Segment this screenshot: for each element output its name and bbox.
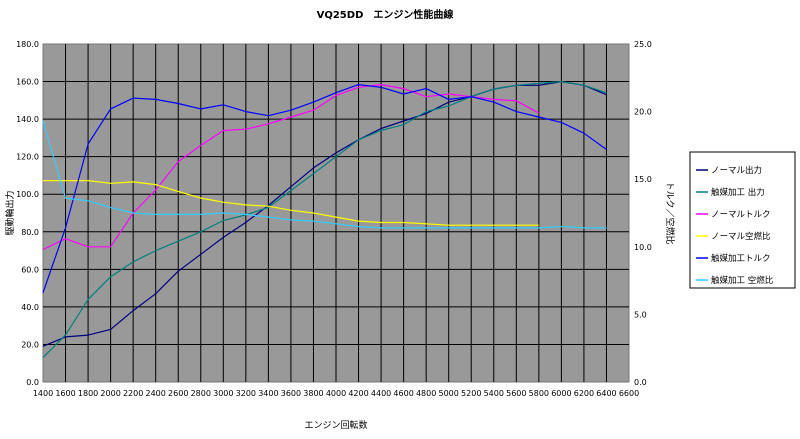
left-y-tick-label: 60.0: [21, 265, 39, 274]
left-y-tick-label: 100.0: [16, 190, 39, 199]
left-axis-label: 駆動輪出力: [4, 190, 16, 235]
x-tick-label: 3200: [236, 389, 256, 398]
series-line-4: [43, 180, 539, 226]
x-tick-label: 3400: [258, 389, 278, 398]
x-tick-label: 4400: [371, 389, 391, 398]
x-tick-label: 4000: [326, 389, 346, 398]
left-y-tick-label: 40.0: [21, 303, 39, 312]
x-tick-label: 3000: [213, 389, 233, 398]
right-axis-label: トルク／空燃比: [664, 181, 676, 244]
series-line-5: [42, 83, 607, 293]
x-tick-label: 4800: [416, 389, 436, 398]
right-y-tick-label: 25.0: [634, 40, 652, 49]
left-y-tick-label: 20.0: [21, 340, 39, 349]
x-tick-label: 1400: [33, 389, 53, 398]
x-tick-label: 2600: [168, 389, 188, 398]
series-line-3: [42, 83, 540, 251]
x-tick-label: 6400: [596, 389, 616, 398]
legend-label: ノーマル空燃比: [711, 231, 771, 242]
legend-label: 触媒加工 空燃比: [711, 275, 773, 286]
series-line-2: [42, 80, 607, 359]
right-y-tick-label: 5.0: [634, 310, 647, 319]
legend-label: ノーマル出力: [711, 165, 762, 176]
series-line-6: [42, 120, 607, 229]
x-tick-label: 4600: [393, 389, 413, 398]
left-y-tick-label: 80.0: [21, 228, 39, 237]
x-tick-label: 6200: [574, 389, 594, 398]
x-tick-label: 2000: [100, 389, 120, 398]
x-tick-label: 5800: [529, 389, 549, 398]
x-tick-label: 6000: [551, 389, 571, 398]
x-tick-label: 2800: [191, 389, 211, 398]
x-tick-label: 1600: [55, 389, 75, 398]
left-y-tick-label: 180.0: [16, 40, 39, 49]
x-tick-label: 2400: [146, 389, 166, 398]
chart-title: VQ25DD エンジン性能曲線: [317, 8, 454, 21]
x-tick-label: 1800: [78, 389, 98, 398]
legend-label: 触媒加工 出力: [711, 187, 765, 198]
x-axis-label: エンジン回転数: [304, 419, 367, 431]
series-lines-layer: [42, 80, 607, 359]
right-y-tick-label: 10.0: [634, 243, 652, 252]
right-y-tick-label: 0.0: [634, 378, 647, 387]
x-tick-label: 2200: [123, 389, 143, 398]
legend-box: [689, 151, 796, 289]
right-y-tick-label: 20.0: [634, 108, 652, 117]
legend-label: ノーマルトルク: [711, 210, 771, 220]
left-y-tick-label: 0.0: [26, 378, 39, 387]
x-tick-label: 5600: [506, 389, 526, 398]
x-tick-label: 3800: [303, 389, 323, 398]
right-y-tick-label: 15.0: [634, 175, 652, 184]
x-tick-label: 3600: [281, 389, 301, 398]
tick-labels-layer: 1400 1600 1800 2000 2200 2400 2600 2800 3000 3200…: [16, 40, 652, 398]
x-tick-label: 6600: [619, 389, 639, 398]
left-y-tick-label: 160.0: [16, 78, 39, 87]
x-tick-label: 5000: [439, 389, 459, 398]
left-y-tick-label: 140.0: [16, 115, 39, 124]
x-tick-label: 5400: [484, 389, 504, 398]
x-tick-label: 4200: [348, 389, 368, 398]
left-y-tick-label: 120.0: [16, 153, 39, 162]
legend-label: 触媒加工トルク: [711, 253, 771, 264]
x-tick-label: 5200: [461, 389, 481, 398]
